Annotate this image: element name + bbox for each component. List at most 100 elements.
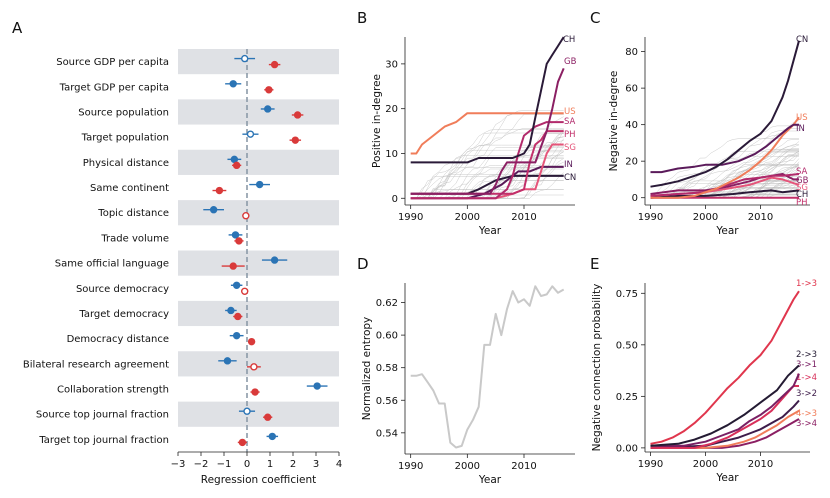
series-line-2to3 [650, 364, 800, 447]
series-end-label: GB [564, 57, 577, 67]
background-series-line [410, 158, 564, 199]
series-end-label: SG [564, 143, 576, 153]
red-estimate-point [270, 60, 279, 69]
series-end-label: 3->1 [796, 360, 817, 370]
row-band [178, 149, 339, 175]
series-end-label: US [564, 107, 576, 117]
row-label: Bilateral research agreement [23, 359, 169, 370]
series-end-label: CH [563, 35, 575, 45]
y-tick-label: 0.25 [616, 392, 638, 403]
red-estimate-point [251, 388, 259, 396]
row-label: Topic distance [97, 208, 169, 219]
row-label: Collaboration strength [57, 385, 169, 396]
series-end-label: IN [796, 124, 805, 134]
background-series-line [410, 133, 564, 199]
x-tick-label: 2010 [748, 459, 773, 470]
panel-letter-c: C [590, 9, 600, 27]
series-end-label: 1->3 [796, 279, 817, 289]
row-label: Same official language [55, 259, 169, 270]
x-axis-title: Year [715, 225, 739, 237]
series-line-GB [650, 173, 799, 195]
series-end-label: GB [796, 176, 809, 186]
series-line-CN [650, 40, 800, 188]
series-line-SG [410, 143, 564, 200]
row-label: Physical distance [83, 158, 169, 169]
y-tick-label: 0 [632, 193, 638, 204]
x-tick-label: 2010 [748, 212, 773, 223]
background-series-line [650, 187, 799, 198]
red-estimate-point [232, 161, 241, 170]
series-line-CH [410, 36, 565, 164]
y-tick-label: 20 [385, 104, 398, 115]
blue-estimate-point [232, 281, 241, 289]
panel-a: A −3 −2 −1 0 1 2 3 4 Regression coefficient Source… [12, 19, 342, 486]
background-series-line [650, 130, 799, 198]
x-tick-label: 2010 [511, 461, 536, 472]
x-tick-label: 2 [290, 459, 296, 470]
series-end-label: PH [564, 130, 576, 140]
series-end-label: CN [796, 35, 808, 45]
y-tick-label: 0.62 [376, 298, 398, 309]
x-tick-label: 2010 [511, 212, 536, 223]
blue-estimate-point [223, 357, 232, 365]
series-line-GB [410, 68, 565, 195]
panel-b: B 1990 2000 2010 0 10 20 30 Year Positive in-degr… [357, 9, 577, 237]
panel-letter-a: A [12, 19, 23, 37]
series-line-3to1 [650, 373, 800, 447]
y-tick-label: 0.60 [376, 331, 398, 342]
series-end-label: 3->2 [796, 389, 817, 399]
x-tick-label: −3 [171, 459, 186, 470]
x-tick-label: 2000 [693, 212, 718, 223]
y-axis-title: Negative connection probability [591, 284, 603, 452]
red-estimate-point [229, 262, 237, 270]
x-tick-label: 1990 [398, 461, 423, 472]
background-series-line [410, 144, 564, 199]
row-label: Democracy distance [67, 334, 169, 345]
series-line-4to3 [650, 409, 800, 449]
y-tick-label: 0.56 [376, 396, 398, 407]
x-tick-label: −1 [217, 459, 232, 470]
y-tick-label: 0.50 [616, 340, 638, 351]
series-line-1to3 [650, 290, 800, 445]
y-tick-label: 30 [385, 59, 398, 70]
background-series-line [410, 172, 564, 199]
blue-estimate-point [268, 432, 276, 441]
background-series-line [650, 125, 799, 198]
x-axis-title: Regression coefficient [201, 474, 317, 486]
blue-estimate-point [232, 331, 241, 340]
series-end-label: 4->3 [796, 409, 817, 419]
y-axis-title: Normalized entropy [361, 317, 373, 421]
series-line-entropy [410, 285, 565, 449]
series-line-SA [650, 173, 800, 197]
panel-e: E 1990 2000 2010 0.00 0.25 0.50 0.75 Year Negativ… [590, 255, 817, 484]
red-estimate-point [234, 312, 242, 321]
series-end-label: SA [796, 167, 808, 177]
panel-letter-e: E [590, 255, 599, 273]
red-estimate-point [264, 413, 272, 421]
x-tick-label: 2000 [693, 459, 718, 470]
x-tick-label: 1990 [638, 459, 663, 470]
series-line-1to4 [650, 385, 799, 449]
red-estimate-point [250, 363, 258, 371]
series-end-label: 1->4 [796, 373, 817, 383]
series-line-IN [650, 123, 799, 174]
row-band [178, 250, 339, 276]
blue-estimate-point [243, 407, 251, 415]
series-line-CN [410, 174, 564, 195]
series-end-label: IN [564, 160, 573, 170]
x-axis-title: Year [478, 225, 502, 237]
blue-estimate-point [313, 382, 321, 390]
series-line-US [410, 112, 564, 155]
background-series-line [410, 155, 564, 199]
x-tick-label: 1990 [398, 212, 423, 223]
red-estimate-point [240, 287, 249, 295]
blue-estimate-point [246, 130, 255, 138]
y-axis-title: Negative in-degree [608, 71, 620, 172]
x-tick-label: 0 [244, 459, 250, 470]
red-estimate-point [265, 86, 273, 94]
row-label: Source top journal fraction [36, 410, 169, 421]
red-estimate-point [235, 237, 243, 245]
background-series-line [410, 165, 564, 199]
panel-d: D 1990 2000 2010 0.54 0.56 0.58 0.60 0.62 Year Nor… [357, 255, 575, 486]
